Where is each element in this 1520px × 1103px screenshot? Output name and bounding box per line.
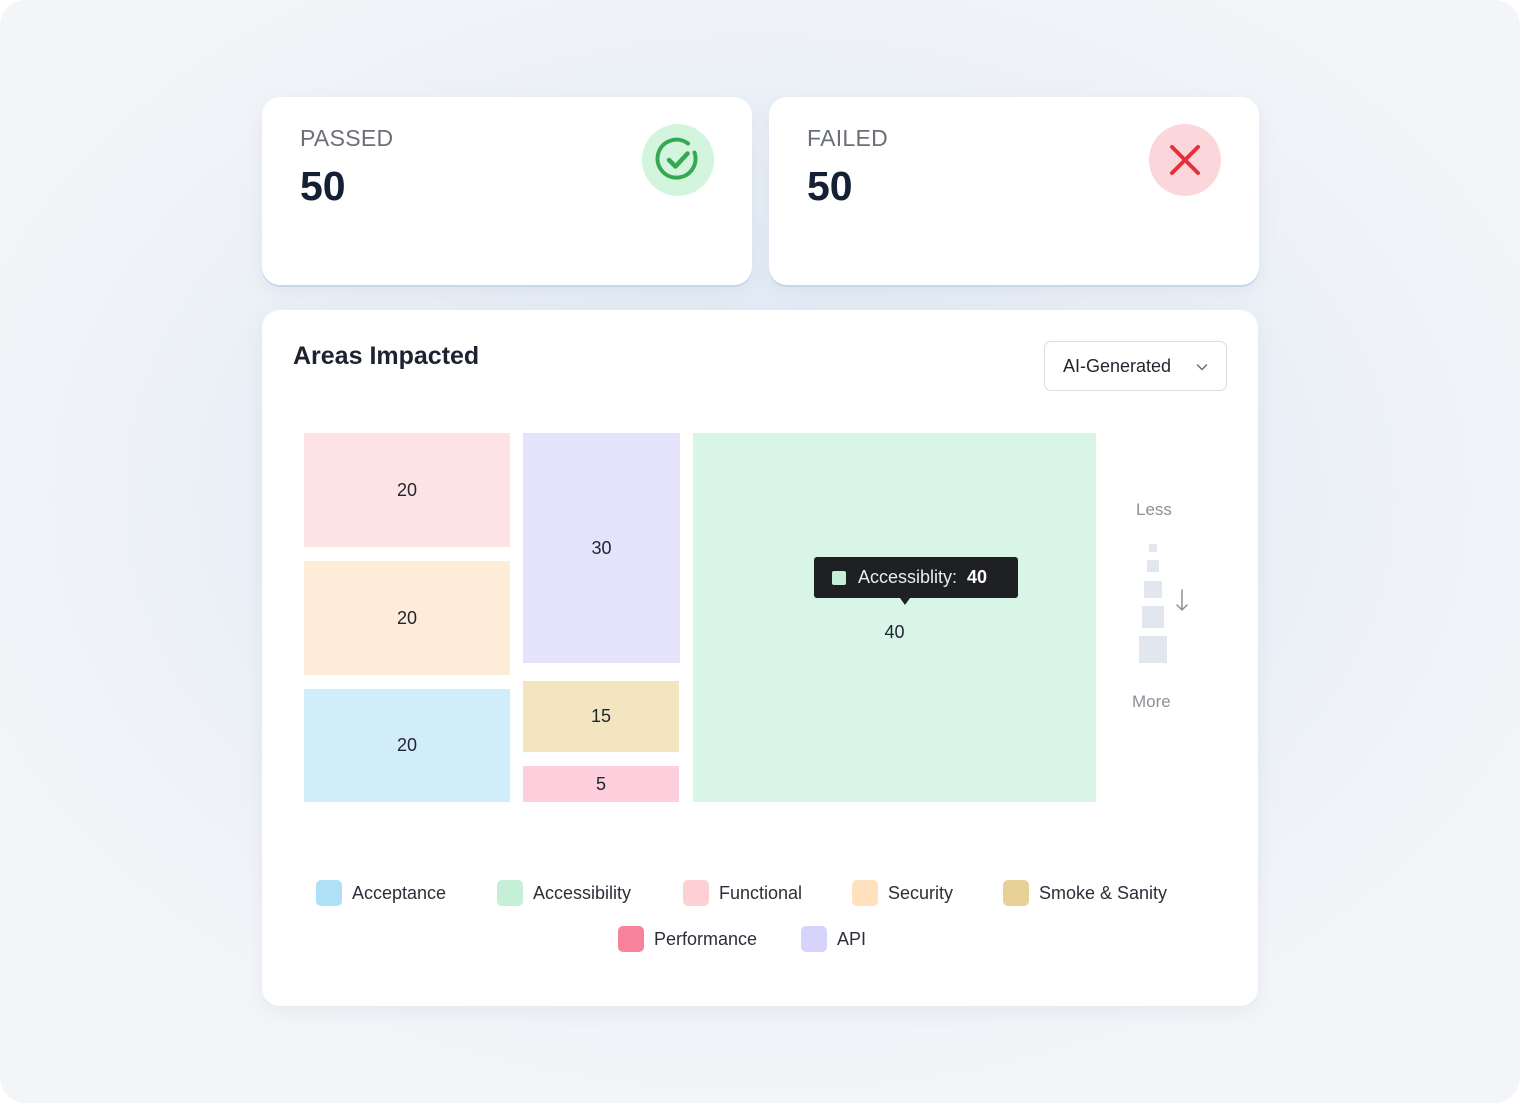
scale-less-label: Less — [1136, 500, 1172, 519]
areas-impacted-title: Areas Impacted — [293, 342, 480, 370]
legend-swatch — [497, 880, 523, 906]
legend-label: Accessibility — [533, 882, 632, 903]
legend-swatch — [852, 880, 878, 906]
treemap-tile-performance[interactable]: 5 — [523, 766, 679, 802]
chevron-down-icon — [1196, 364, 1208, 371]
passed-count: 50 — [300, 163, 346, 209]
legend-label: Performance — [654, 928, 758, 949]
passed-label: PASSED — [300, 125, 394, 151]
failed-count: 50 — [807, 163, 853, 209]
tooltip-category: Accessiblity: — [858, 567, 958, 587]
scale-square — [1144, 581, 1162, 598]
scale-square — [1139, 636, 1167, 663]
source-dropdown[interactable]: AI-Generated — [1044, 341, 1227, 391]
legend-item-accessibility[interactable]: Accessibility — [497, 880, 631, 906]
treemap-tooltip: Accessiblity: 40 — [814, 557, 1018, 605]
scale-more-label: More — [1132, 692, 1171, 711]
legend-label: Smoke & Sanity — [1039, 882, 1168, 903]
legend-label: API — [837, 928, 867, 949]
treemap-tile-smoke-sanity[interactable]: 15 — [523, 681, 679, 752]
treemap-tile-security[interactable]: 20 — [304, 561, 510, 675]
tooltip-value: 40 — [967, 567, 988, 587]
legend-item-security[interactable]: Security — [852, 880, 953, 906]
treemap-tile-accessibility[interactable]: 40 — [693, 433, 1096, 802]
legend-item-acceptance[interactable]: Acceptance — [316, 880, 446, 906]
treemap-tile-functional[interactable]: 20 — [304, 433, 510, 547]
tooltip-swatch — [832, 570, 846, 585]
areas-impacted-card: Areas Impacted AI-Generated 20 20 20 30 … — [262, 310, 1258, 1006]
failed-label: FAILED — [807, 125, 889, 151]
legend-item-functional[interactable]: Functional — [683, 880, 802, 906]
legend-label: Acceptance — [352, 882, 447, 903]
legend-swatch — [801, 926, 827, 952]
x-icon — [1149, 124, 1221, 196]
check-circle-icon — [642, 124, 714, 196]
legend-item-api[interactable]: API — [801, 926, 866, 952]
legend-item-smoke-sanity[interactable]: Smoke & Sanity — [1003, 880, 1167, 906]
tooltip-caret — [900, 598, 910, 605]
legend-swatch — [618, 926, 644, 952]
legend-label: Security — [888, 882, 954, 903]
legend-label: Functional — [719, 882, 803, 903]
dropdown-selected: AI-Generated — [1063, 355, 1172, 376]
arrow-down-icon — [1176, 589, 1188, 611]
passed-card: PASSED 50 — [262, 97, 752, 285]
legend-swatch — [316, 880, 342, 906]
scale-square — [1149, 544, 1157, 552]
legend-item-performance[interactable]: Performance — [618, 926, 757, 952]
treemap-tile-api[interactable]: 30 — [523, 433, 680, 663]
scale-square — [1142, 606, 1164, 628]
treemap-tile-acceptance[interactable]: 20 — [304, 689, 510, 802]
scale-square — [1147, 560, 1159, 572]
legend-swatch — [1003, 880, 1029, 906]
failed-card: FAILED 50 — [769, 97, 1259, 285]
legend-swatch — [683, 880, 709, 906]
